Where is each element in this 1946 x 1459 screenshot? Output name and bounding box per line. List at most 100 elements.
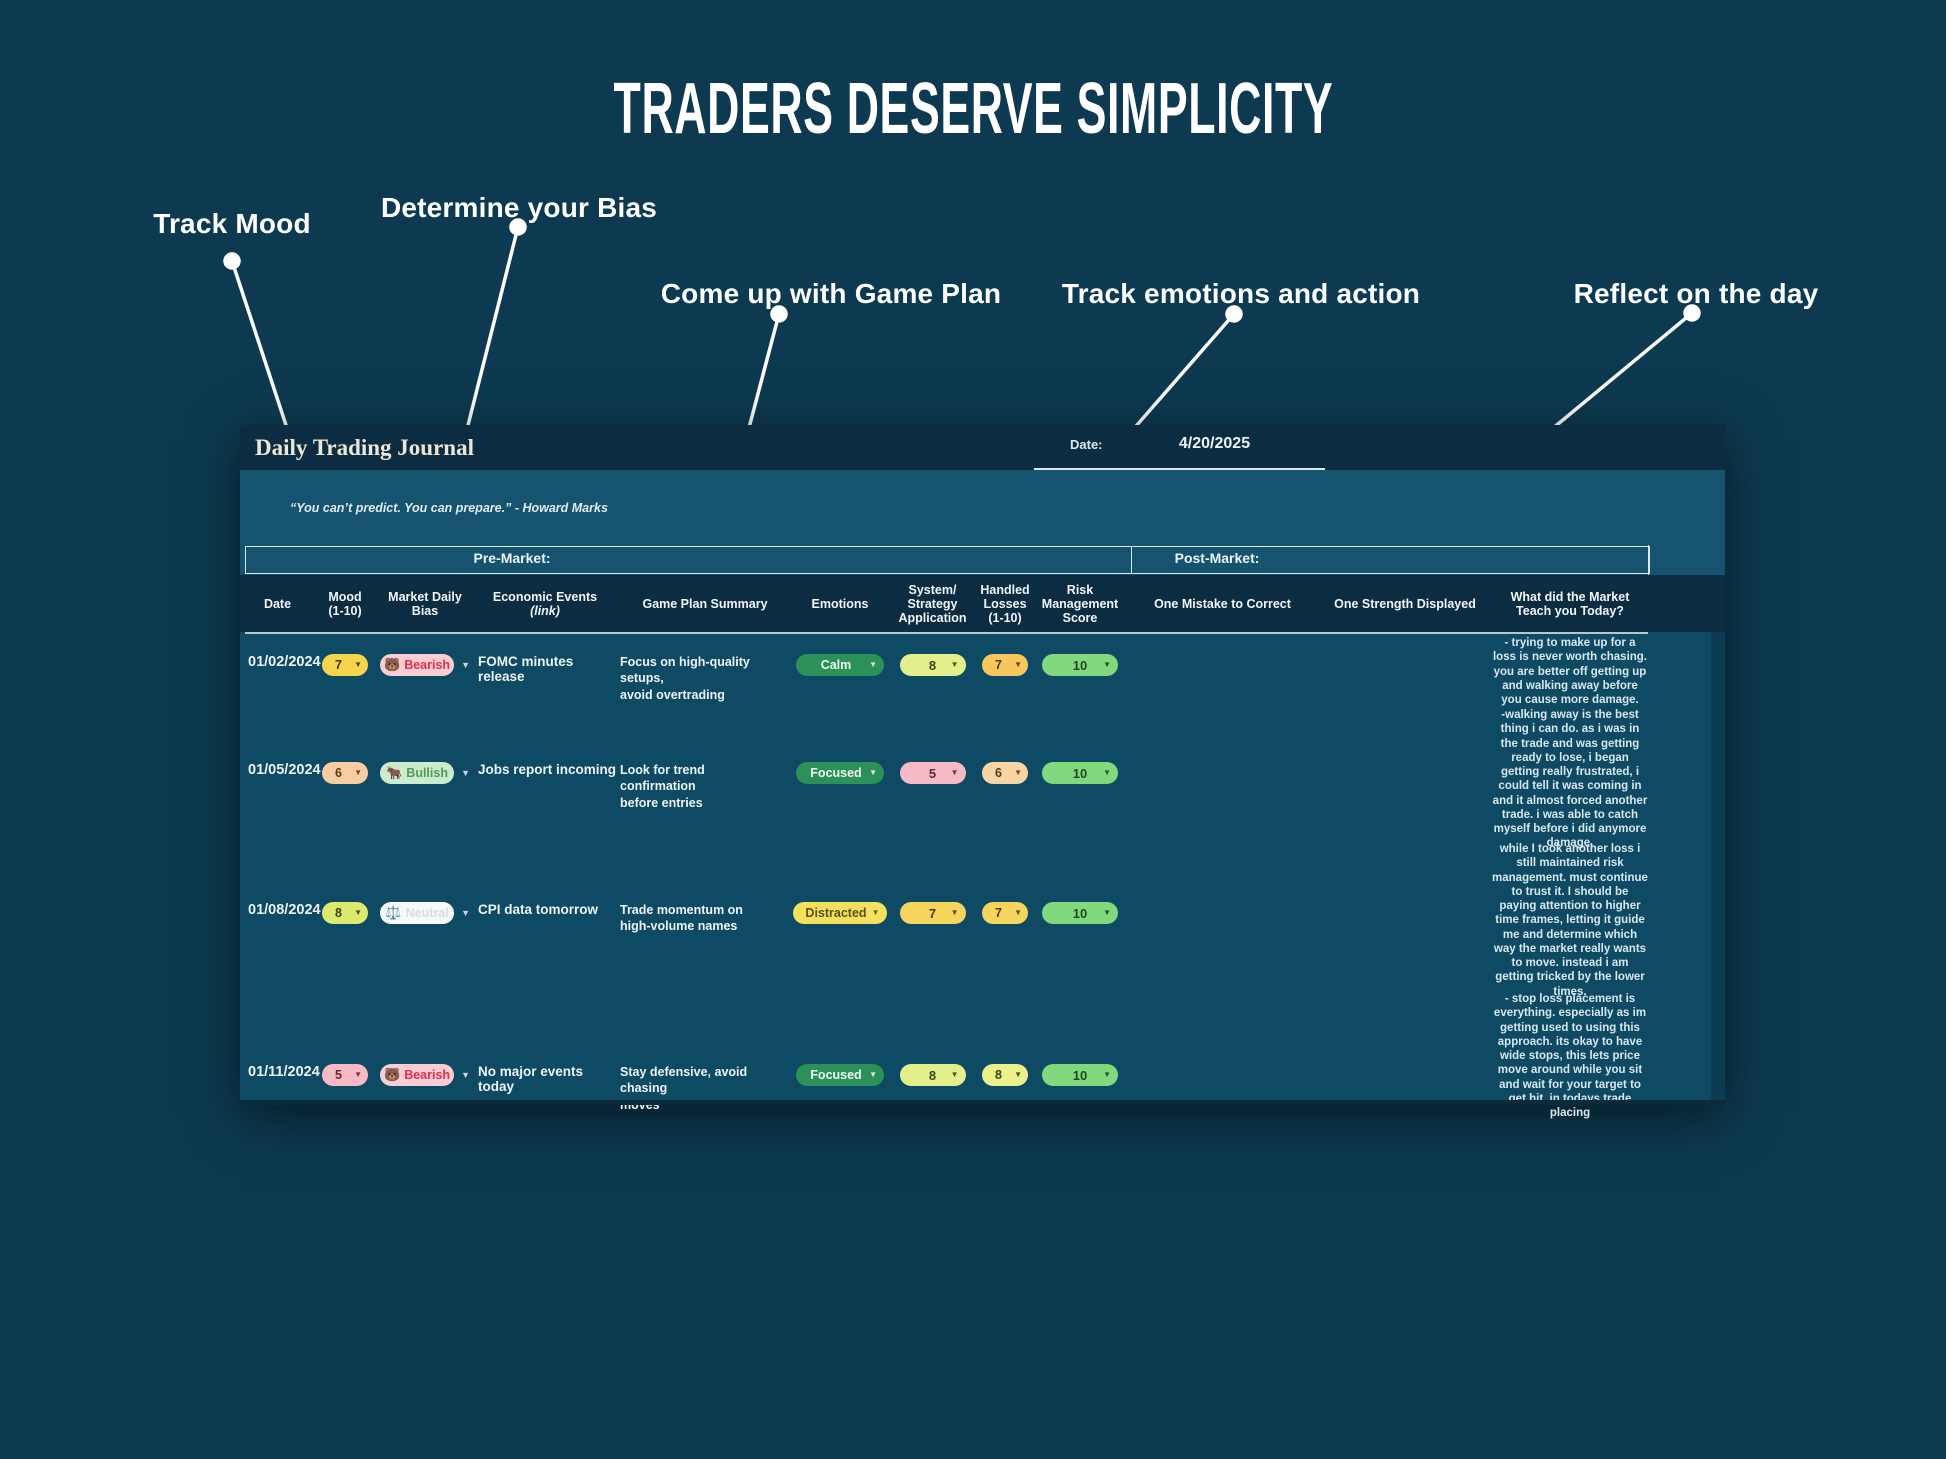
- emotions-cell: Distracted ▼: [790, 838, 890, 924]
- col-header-econ: Economic Events (link): [492, 589, 598, 618]
- strength-cell[interactable]: [1320, 704, 1490, 762]
- emotions-dropdown[interactable]: Distracted ▼: [793, 902, 887, 924]
- strength-cell[interactable]: [1320, 632, 1490, 654]
- bias-cell: 🐻 Bearish ▼: [380, 988, 470, 1086]
- system-cell: 7 ▼: [890, 838, 975, 924]
- chevron-down-icon[interactable]: ▼: [461, 768, 470, 778]
- quote-band: “You can’t predict. You can prepare.” - …: [240, 470, 1725, 545]
- mistake-cell[interactable]: [1125, 988, 1320, 1064]
- mood-cell: 8 ▼: [310, 838, 380, 924]
- handled-cell: 6 ▼: [975, 704, 1035, 784]
- plan-cell[interactable]: Stay defensive, avoid chasing moves: [620, 1065, 748, 1112]
- strength-cell[interactable]: [1320, 838, 1490, 902]
- chevron-down-icon: ▼: [1103, 1070, 1111, 1079]
- emotions-cell: Focused ▼: [790, 988, 890, 1086]
- system-score-dropdown[interactable]: 8 ▼: [899, 654, 966, 676]
- risk-score-dropdown[interactable]: 10 ▼: [1042, 762, 1118, 784]
- system-score-dropdown[interactable]: 8 ▼: [899, 1064, 966, 1086]
- bias-dropdown[interactable]: 🐻 Bearish: [380, 654, 455, 676]
- system-cell: 8 ▼: [890, 632, 975, 676]
- annotation-dot: [223, 252, 241, 270]
- mood-dropdown[interactable]: 8 ▼: [322, 902, 368, 924]
- rows-area: 01/02/2024 7 ▼ 🐻 Bearish ▼ FOMC minutes r…: [240, 632, 1725, 1119]
- emotions-dropdown[interactable]: Focused ▼: [796, 762, 884, 784]
- chevron-down-icon[interactable]: ▼: [461, 1070, 470, 1080]
- premarket-label: Pre-Market:: [473, 550, 551, 566]
- sections-divider: [1131, 547, 1132, 573]
- col-header-handled: Handled Losses (1-10): [980, 582, 1030, 625]
- chevron-down-icon: ▼: [950, 660, 959, 669]
- sheet-edge: [1711, 632, 1725, 1100]
- bias-dropdown[interactable]: 🐻 Bearish: [380, 1064, 455, 1086]
- plan-cell[interactable]: Look for trend confirmation before entri…: [620, 763, 705, 810]
- handled-losses-dropdown[interactable]: 8 ▼: [982, 1064, 1028, 1086]
- risk-score-dropdown[interactable]: 10 ▼: [1042, 902, 1118, 924]
- teach-cell[interactable]: - stop loss placement is everything. esp…: [1493, 993, 1647, 1119]
- teach-cell[interactable]: while I took another loss i still mainta…: [1492, 843, 1648, 998]
- handled-losses-dropdown[interactable]: 7 ▼: [982, 654, 1028, 676]
- emotions-dropdown[interactable]: Calm ▼: [796, 654, 884, 676]
- econ-cell[interactable]: FOMC minutes release: [478, 654, 574, 684]
- header-separator: [245, 632, 1648, 634]
- chevron-down-icon: ▼: [1014, 768, 1022, 777]
- handled-losses-dropdown[interactable]: 6 ▼: [982, 762, 1028, 784]
- econ-cell[interactable]: Jobs report incoming: [478, 762, 617, 777]
- chevron-down-icon[interactable]: ▼: [461, 908, 470, 918]
- page-title: TRADERS DESERVE SIMPLICITY: [0, 68, 1946, 150]
- sheet-title: Daily Trading Journal: [255, 435, 474, 460]
- quote-text: “You can’t predict. You can prepare.” - …: [290, 501, 608, 515]
- risk-score-dropdown[interactable]: 10 ▼: [1042, 654, 1118, 676]
- handled-losses-dropdown[interactable]: 7 ▼: [982, 902, 1028, 924]
- chevron-down-icon: ▼: [950, 1070, 959, 1079]
- mistake-cell[interactable]: [1125, 632, 1320, 654]
- risk-score-dropdown[interactable]: 10 ▼: [1042, 1064, 1118, 1086]
- date-cell[interactable]: 01/08/2024: [248, 902, 321, 918]
- chevron-down-icon: ▼: [950, 908, 959, 917]
- mood-dropdown[interactable]: 6 ▼: [322, 762, 368, 784]
- col-header-emotions: Emotions: [811, 596, 869, 611]
- chevron-down-icon: ▼: [1103, 660, 1111, 669]
- plan-cell[interactable]: Focus on high-quality setups, avoid over…: [620, 655, 750, 702]
- plan-cell[interactable]: Trade momentum on high-volume names: [620, 903, 743, 934]
- annotation-track-mood: Track Mood: [153, 208, 311, 239]
- system-score-dropdown[interactable]: 5 ▼: [899, 762, 966, 784]
- teach-cell[interactable]: -walking away is the best thing i can do…: [1492, 709, 1648, 850]
- mood-cell: 7 ▼: [310, 632, 380, 676]
- bias-dropdown[interactable]: 🐂 Bullish: [380, 762, 455, 784]
- col-header-strength: One Strength Displayed: [1334, 596, 1476, 611]
- mistake-cell[interactable]: [1125, 704, 1320, 762]
- econ-cell[interactable]: CPI data tomorrow: [478, 902, 599, 917]
- teach-cell[interactable]: - trying to make up for a loss is never …: [1492, 637, 1648, 706]
- econ-cell[interactable]: No major events today: [478, 1064, 584, 1094]
- chevron-down-icon: ▼: [1103, 908, 1111, 917]
- chevron-down-icon: ▼: [950, 768, 959, 777]
- chevron-down-icon: ▼: [869, 660, 877, 669]
- chevron-down-icon: ▼: [871, 908, 880, 917]
- mood-cell: 6 ▼: [310, 704, 380, 784]
- annotation-track-emotions: Track emotions and action: [1061, 278, 1421, 309]
- sections-band: Pre-Market: Post-Market:: [240, 545, 1725, 575]
- emotions-cell: Calm ▼: [790, 632, 890, 676]
- risk-cell: 10 ▼: [1035, 988, 1125, 1086]
- emotions-dropdown[interactable]: Focused ▼: [796, 1064, 884, 1086]
- date-cell[interactable]: 01/11/2024: [248, 1064, 320, 1080]
- risk-cell: 10 ▼: [1035, 632, 1125, 676]
- strength-cell[interactable]: [1320, 988, 1490, 1064]
- risk-cell: 10 ▼: [1035, 704, 1125, 784]
- chevron-down-icon: ▼: [869, 1070, 877, 1079]
- mood-dropdown[interactable]: 7 ▼: [322, 654, 368, 676]
- bias-dropdown[interactable]: ⚖️ Neutral: [380, 902, 455, 924]
- col-header-bias: Market Daily Bias: [388, 589, 462, 618]
- chevron-down-icon[interactable]: ▼: [461, 660, 470, 670]
- chevron-down-icon: ▼: [1103, 768, 1111, 777]
- date-cell[interactable]: 01/05/2024: [248, 762, 321, 778]
- mistake-cell[interactable]: [1125, 838, 1320, 902]
- mood-dropdown[interactable]: 5 ▼: [322, 1064, 368, 1086]
- bias-cell: ⚖️ Neutral ▼: [380, 838, 470, 924]
- annotation-reflect: Reflect on the day: [1573, 278, 1819, 309]
- date-cell[interactable]: 01/02/2024: [248, 654, 321, 670]
- chevron-down-icon: ▼: [869, 768, 877, 777]
- system-score-dropdown[interactable]: 7 ▼: [899, 902, 966, 924]
- date-value-field[interactable]: 4/20/2025: [1178, 435, 1251, 452]
